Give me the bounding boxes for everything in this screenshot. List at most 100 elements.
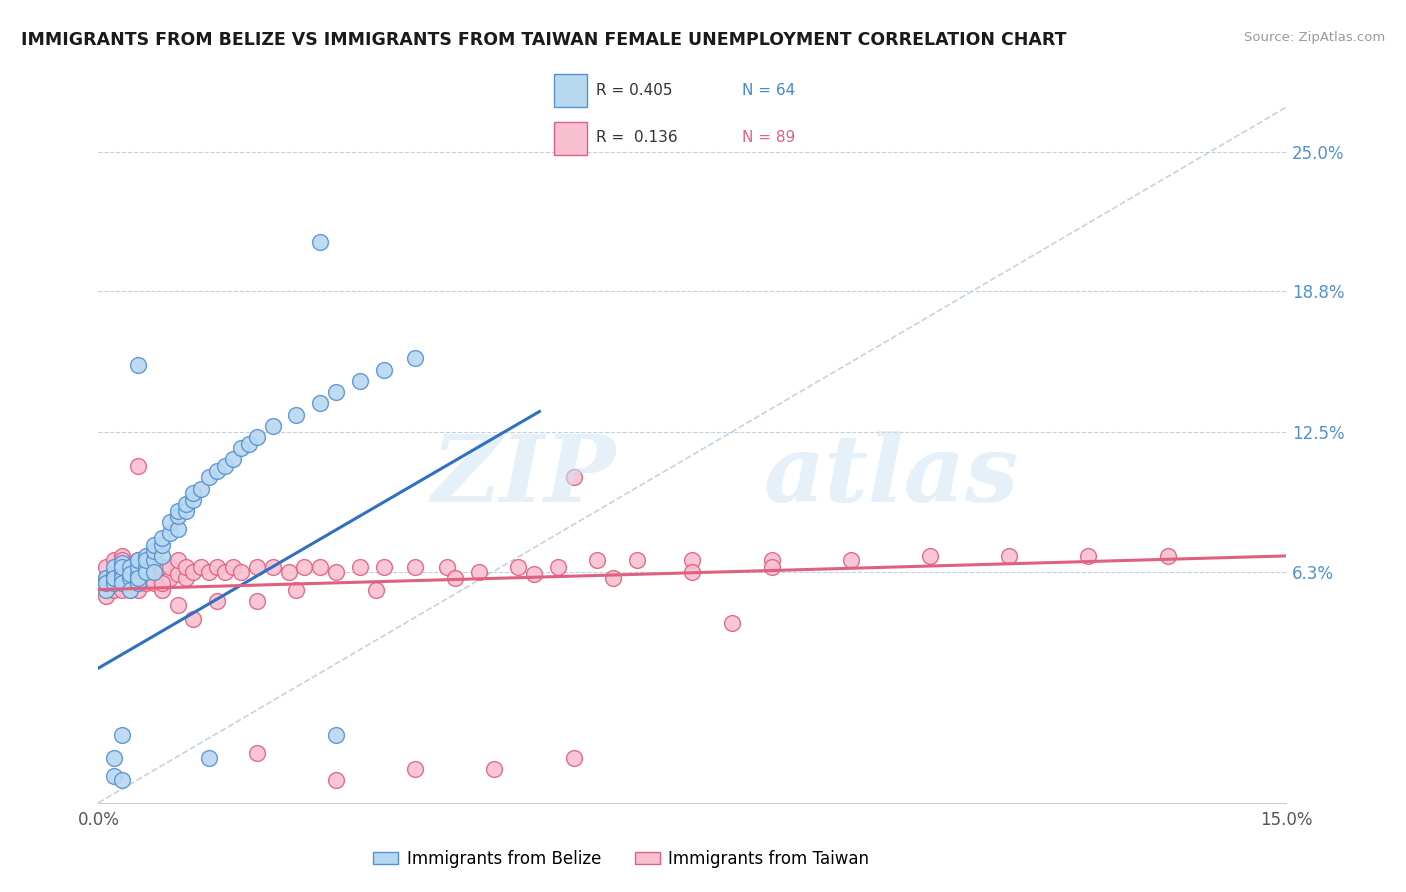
Point	[150, 582, 173, 597]
Point	[309, 560, 332, 574]
Point	[682, 565, 704, 579]
Point	[309, 396, 332, 410]
Point	[111, 729, 134, 743]
Point	[111, 553, 134, 567]
Point	[103, 553, 125, 567]
Point	[444, 571, 467, 585]
Point	[135, 565, 157, 579]
Point	[626, 553, 648, 567]
Point	[190, 482, 212, 496]
Point	[373, 560, 395, 574]
Point	[127, 358, 149, 372]
Point	[285, 582, 308, 597]
Point	[96, 560, 118, 574]
Point	[246, 594, 269, 608]
Point	[96, 582, 118, 597]
Point	[207, 594, 229, 608]
Point	[198, 565, 221, 579]
Point	[103, 769, 125, 783]
Point	[586, 553, 609, 567]
Point	[103, 575, 125, 590]
Point	[222, 452, 245, 467]
Point	[135, 571, 157, 585]
Point	[103, 560, 125, 574]
Point	[349, 374, 371, 388]
Point	[262, 560, 284, 574]
Point	[682, 553, 704, 567]
Point	[96, 575, 118, 590]
Point	[229, 565, 252, 579]
Point	[120, 582, 142, 597]
Point	[120, 566, 142, 581]
Point	[150, 575, 173, 590]
Point	[325, 729, 347, 743]
Point	[214, 565, 236, 579]
Point	[103, 575, 125, 590]
Point	[190, 560, 212, 574]
Point	[246, 747, 269, 761]
Point	[142, 538, 165, 552]
Point	[135, 565, 157, 579]
Point	[920, 549, 942, 563]
Point	[127, 575, 149, 590]
Point	[325, 385, 347, 400]
Point	[150, 538, 173, 552]
Point	[467, 565, 489, 579]
Point	[111, 549, 134, 563]
Point	[111, 571, 134, 585]
Point	[96, 571, 118, 585]
Point	[103, 566, 125, 581]
Text: N = 64: N = 64	[742, 83, 794, 97]
Point	[229, 441, 252, 455]
Point	[150, 549, 173, 563]
Text: R = 0.405: R = 0.405	[596, 83, 673, 97]
Point	[325, 773, 347, 788]
Point	[103, 575, 125, 590]
Point	[127, 560, 149, 574]
Point	[404, 351, 426, 366]
Point	[174, 504, 197, 518]
Point	[103, 582, 125, 597]
Point	[349, 560, 371, 574]
Point	[523, 566, 546, 581]
Point	[364, 582, 387, 597]
Point	[142, 544, 165, 558]
Text: N = 89: N = 89	[742, 130, 794, 145]
Point	[285, 408, 308, 422]
Point	[309, 235, 332, 249]
Point	[103, 571, 125, 585]
Point	[127, 571, 149, 585]
Point	[761, 553, 783, 567]
Point	[174, 571, 197, 585]
Point	[222, 560, 245, 574]
Point	[150, 531, 173, 545]
Legend: Immigrants from Belize, Immigrants from Taiwan: Immigrants from Belize, Immigrants from …	[367, 843, 876, 874]
Point	[142, 565, 165, 579]
Point	[166, 566, 188, 581]
Y-axis label: Female Unemployment: Female Unemployment	[0, 366, 7, 544]
Point	[174, 560, 197, 574]
Point	[127, 575, 149, 590]
Point	[166, 553, 188, 567]
Point	[111, 556, 134, 570]
Point	[103, 566, 125, 581]
Point	[127, 571, 149, 585]
Point	[111, 575, 134, 590]
Text: R =  0.136: R = 0.136	[596, 130, 678, 145]
Point	[183, 612, 205, 626]
Point	[120, 560, 142, 574]
Text: IMMIGRANTS FROM BELIZE VS IMMIGRANTS FROM TAIWAN FEMALE UNEMPLOYMENT CORRELATION: IMMIGRANTS FROM BELIZE VS IMMIGRANTS FRO…	[21, 31, 1067, 49]
Point	[292, 560, 315, 574]
Point	[111, 560, 134, 574]
Point	[142, 553, 165, 567]
Point	[142, 553, 165, 567]
Point	[214, 459, 236, 474]
Point	[404, 560, 426, 574]
Point	[127, 560, 149, 574]
Point	[111, 773, 134, 788]
Point	[120, 582, 142, 597]
Point	[111, 560, 134, 574]
Point	[602, 571, 624, 585]
Point	[127, 582, 149, 597]
Point	[103, 751, 125, 765]
